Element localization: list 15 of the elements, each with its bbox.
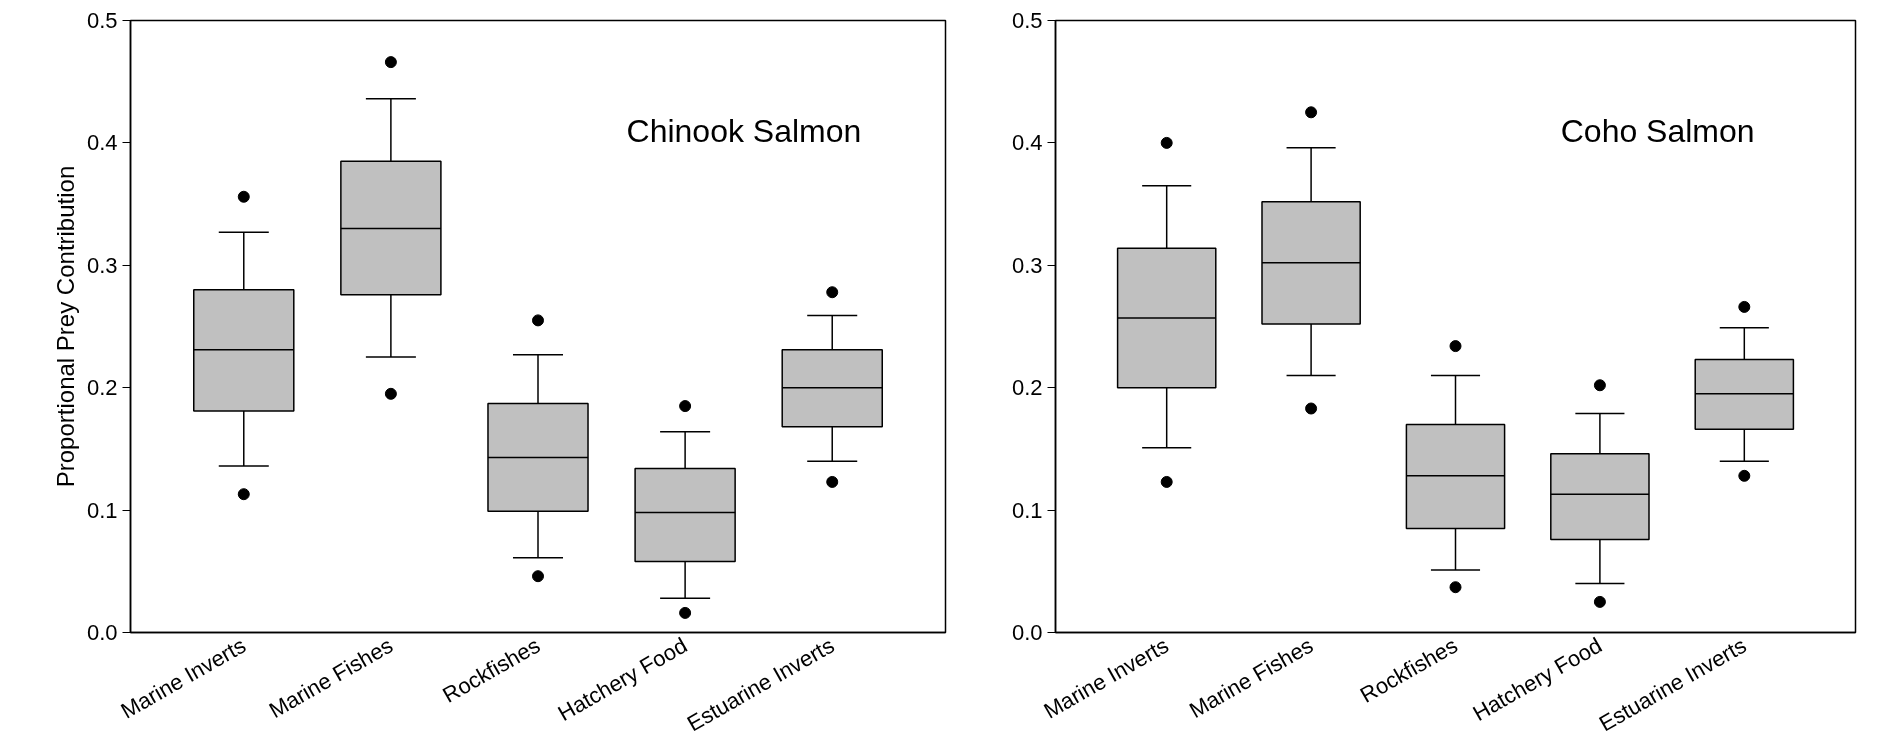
- text: Coho Salmon: [1560, 112, 1755, 149]
- text: 0.0: [86, 620, 118, 645]
- y-tick-label: 0.1: [1011, 497, 1043, 523]
- y-tick-label: 0.5: [86, 8, 118, 33]
- y-tick-label: 0.2: [86, 375, 118, 401]
- y-tick-label: 0.4: [1011, 130, 1043, 156]
- text: Chinook Salmon: [626, 112, 862, 149]
- y-tick-label: 0.4: [86, 130, 118, 156]
- text: 0.0: [1011, 620, 1043, 645]
- y-tick-label: 0.1: [86, 497, 118, 523]
- y-tick-label: 0.5: [1011, 8, 1043, 33]
- y-tick-label: 0.2: [1011, 375, 1043, 401]
- y-axis-title: Proportional Prey Contribution: [51, 165, 79, 488]
- y-tick-label: 0.3: [86, 252, 118, 278]
- y-tick-label: 0.3: [1011, 252, 1043, 278]
